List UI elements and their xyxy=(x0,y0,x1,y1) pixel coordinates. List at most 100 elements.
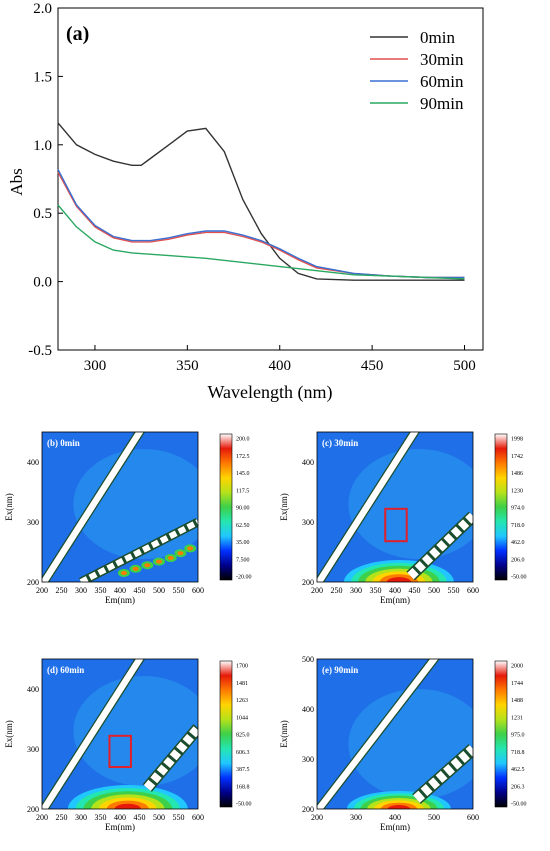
y-tick-label: 2.0 xyxy=(33,1,52,17)
colorbar-label: 975.0 xyxy=(511,733,525,739)
eem-x-tick-label: 250 xyxy=(56,813,68,822)
eem-y-tick-label: 400 xyxy=(302,458,314,467)
eem-x-axis-label: Em(nm) xyxy=(105,822,135,832)
eem-y-tick-label: 300 xyxy=(302,755,314,764)
colorbar-label: 206.0 xyxy=(511,557,525,563)
second-order-band xyxy=(407,512,473,580)
eem-y-axis-label: Ex(nm) xyxy=(279,720,289,748)
colorbar-label: 1742 xyxy=(511,454,523,460)
eem-x-axis-label: Em(nm) xyxy=(380,595,410,605)
eem-y-tick-label: 400 xyxy=(302,705,314,714)
colorbar-label: 1998 xyxy=(511,437,523,443)
colorbar-label: 718.8 xyxy=(511,750,525,756)
eem-x-tick-label: 600 xyxy=(467,813,479,822)
colorbar-label: 90.00 xyxy=(236,506,250,512)
colorbar xyxy=(219,433,233,581)
highlight-box xyxy=(384,507,408,543)
colorbar-label: 35.00 xyxy=(236,540,250,546)
eem-x-tick-label: 600 xyxy=(467,586,479,595)
colorbar-label: 145.0 xyxy=(236,471,250,477)
colorbar-label: 7.500 xyxy=(236,557,250,563)
eem-x-tick-label: 500 xyxy=(428,586,440,595)
colorbar-label: 2000 xyxy=(511,664,523,670)
second-order-band xyxy=(143,725,198,791)
absorbance-chart: -0.50.00.51.01.52.0 300 350 400 450 500 (a) … xyxy=(7,1,484,403)
eem-x-tick-label: 300 xyxy=(75,586,87,595)
eem-x-tick-label: 550 xyxy=(448,586,460,595)
eem-x-tick-label: 350 xyxy=(95,813,107,822)
eem-panel-b: 200 250 300 350 400 450 500 550 600200300400Em(n… xyxy=(4,431,252,605)
eem-y-tick-label: 400 xyxy=(27,458,39,467)
eem-x-tick-label: 550 xyxy=(173,813,185,822)
eem-panel-label: (c) 30min xyxy=(322,438,358,448)
legend-label: 90min xyxy=(420,94,464,113)
eem-y-tick-label: 200 xyxy=(302,805,314,814)
eem-frame xyxy=(41,658,199,810)
eem-panel-e: 200 300 400 500 600 200 300 400 500 Em(nm) Ex(nm) (… xyxy=(279,655,527,832)
colorbar-label: 718.0 xyxy=(511,523,525,529)
eem-x-tick-label: 450 xyxy=(134,586,146,595)
eem-x-axis-label: Em(nm) xyxy=(380,822,410,832)
colorbar-label: 200.0 xyxy=(236,437,250,443)
colorbar-label: 1263 xyxy=(236,698,248,704)
eem-x-tick-label: 450 xyxy=(134,813,146,822)
eem-x-tick-label: 450 xyxy=(409,586,421,595)
eem-x-tick-label: 600 xyxy=(192,586,204,595)
colorbar-label: -50.00 xyxy=(236,802,252,808)
y-tick-label: 1.0 xyxy=(33,138,52,154)
y-tick-label: 0.0 xyxy=(33,275,52,291)
eem-x-tick-label: 400 xyxy=(114,813,126,822)
eem-x-tick-label: 400 xyxy=(389,813,401,822)
eem-panel-d: 200 250 300 350 400 450 500 550 600200300400Em(n… xyxy=(4,658,252,832)
x-tick-label: 450 xyxy=(361,358,384,374)
eem-y-tick-label: 300 xyxy=(27,745,39,754)
eem-x-axis-label: Em(nm) xyxy=(105,595,135,605)
eem-panel-c: 200 250 300 350 400 450 500 550 600200300400Em(n… xyxy=(279,431,527,605)
colorbar-label: 462.5 xyxy=(511,767,525,773)
eem-x-tick-label: 350 xyxy=(95,586,107,595)
second-order-band xyxy=(413,745,473,803)
x-axis-label: Wavelength (nm) xyxy=(207,382,332,403)
colorbar-label: 1744 xyxy=(511,681,523,687)
colorbar-label: 1044 xyxy=(236,715,248,721)
eem-spot-core xyxy=(156,559,162,564)
second-order-band xyxy=(79,519,198,582)
plot-frame xyxy=(57,7,484,351)
eem-y-axis-label: Ex(nm) xyxy=(4,720,14,748)
eem-spot-core xyxy=(177,551,184,556)
colorbar-label: 1230 xyxy=(511,488,523,494)
colorbar-label: 606.3 xyxy=(236,750,250,756)
eem-x-tick-label: 500 xyxy=(153,813,165,822)
eem-diffuse-region xyxy=(73,449,198,559)
eem-y-tick-label: 400 xyxy=(27,685,39,694)
eem-x-tick-label: 500 xyxy=(153,586,165,595)
series-line-30min xyxy=(57,171,465,279)
eem-y-axis-label: Ex(nm) xyxy=(279,493,289,521)
eem-spot-core xyxy=(187,546,194,551)
colorbar-label: -20.00 xyxy=(236,575,252,581)
rayleigh-band xyxy=(42,659,144,809)
colorbar-label: 172.5 xyxy=(236,454,250,460)
eem-y-tick-label: 300 xyxy=(302,518,314,527)
eem-x-tick-label: 200 xyxy=(36,586,48,595)
eem-x-tick-label: 350 xyxy=(370,586,382,595)
series-line-60min xyxy=(57,169,465,279)
rayleigh-band xyxy=(42,432,144,582)
colorbar-label: 825.0 xyxy=(236,733,250,739)
y-tick-label: -0.5 xyxy=(28,343,52,359)
eem-y-tick-label: 500 xyxy=(302,655,314,664)
eem-x-tick-label: 500 xyxy=(428,813,440,822)
eem-x-tick-label: 400 xyxy=(114,586,126,595)
eem-frame xyxy=(316,431,474,583)
colorbar-label: 1486 xyxy=(511,471,523,477)
legend-label: 0min xyxy=(420,28,455,47)
series-line-0min xyxy=(57,122,465,281)
eem-x-tick-label: 200 xyxy=(36,813,48,822)
x-tick-label: 400 xyxy=(268,358,291,374)
colorbar-label: -50.00 xyxy=(511,575,527,581)
eem-y-tick-label: 200 xyxy=(27,578,39,587)
eem-x-tick-label: 400 xyxy=(389,586,401,595)
colorbar-label: 1231 xyxy=(511,715,523,721)
eem-spot-core xyxy=(132,566,139,571)
eem-x-tick-label: 300 xyxy=(350,586,362,595)
